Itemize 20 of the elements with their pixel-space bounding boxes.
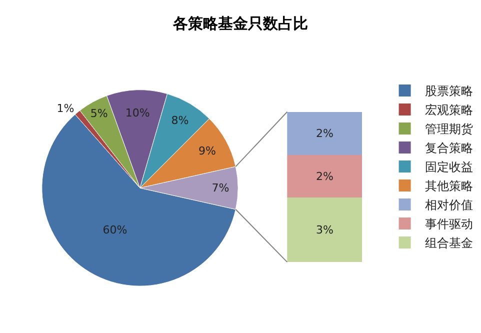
legend-label: 其他策略 [424, 179, 473, 194]
legend-label: 管理期货 [424, 122, 473, 136]
data-label: 1% [56, 102, 74, 116]
chart-title: 各策略基金只数占比 [172, 14, 308, 33]
data-label: 2% [316, 126, 334, 140]
data-label: 2% [316, 170, 334, 183]
legend-label: 股票策略 [424, 84, 473, 98]
legend-label: 组合基金 [424, 236, 473, 250]
data-label: 3% [316, 223, 334, 236]
legend-label: 宏观策略 [424, 103, 473, 118]
legend-label: 固定收益 [424, 160, 473, 174]
data-label: 8% [171, 114, 189, 127]
data-label: 10% [125, 106, 150, 120]
data-label: 5% [90, 107, 108, 120]
legend-label: 相对价值 [424, 198, 473, 212]
legend-label: 事件驱动 [424, 217, 473, 232]
data-label: 7% [212, 181, 230, 194]
legend-label: 复合策略 [424, 141, 473, 156]
data-label: 60% [102, 224, 128, 237]
data-label: 9% [198, 144, 216, 158]
